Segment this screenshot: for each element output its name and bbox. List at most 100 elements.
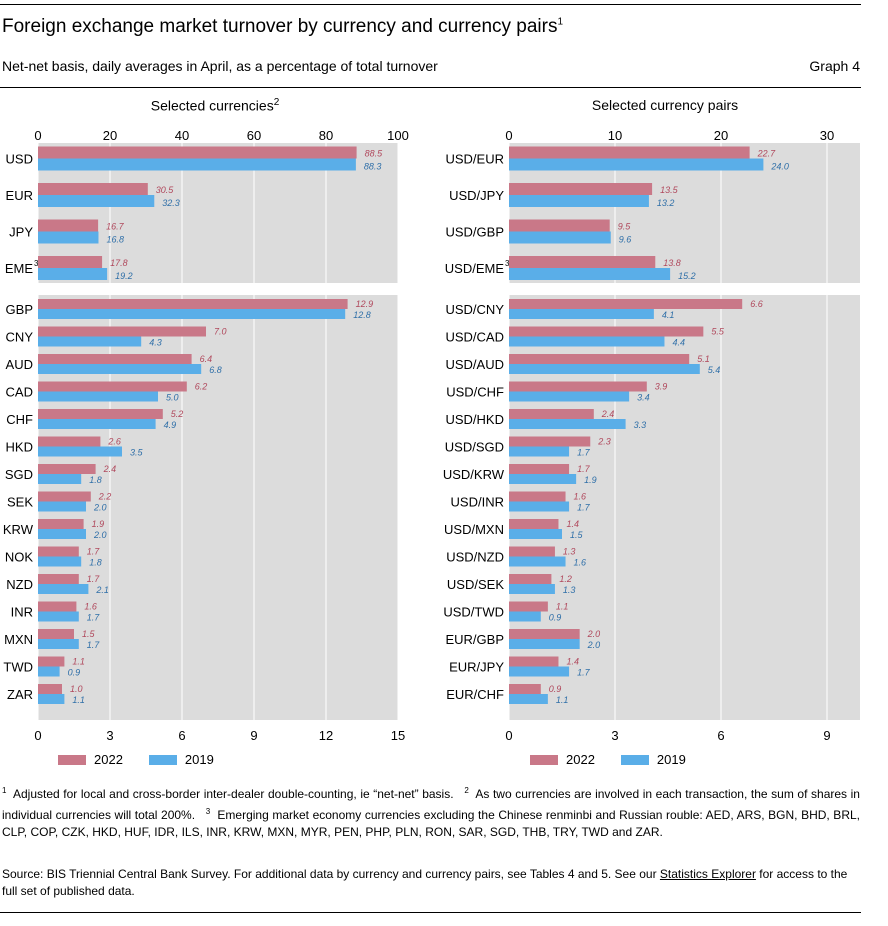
ccy-bar-2019 (38, 474, 82, 484)
pair-upper-tick-label: 30 (820, 128, 834, 143)
source-text-end: for access to the full set of published … (2, 867, 848, 898)
ccy-bar-2022 (38, 219, 99, 232)
ccy-category-label: AUD (6, 357, 33, 372)
pair-category-label: USD/CNY (445, 302, 504, 317)
pair-category-label: USD/SEK (447, 577, 504, 592)
pair-value-label-2019: 1.6 (574, 558, 587, 568)
pair-value-label-2022: 2.3 (597, 437, 611, 447)
ccy-value-label-2022: 16.7 (106, 222, 125, 232)
source-text: Source: BIS Triennial Central Bank Surve… (2, 867, 657, 881)
ccy-value-label-2022: 88.5 (365, 149, 384, 159)
ccy-upper-tick-label: 100 (387, 128, 409, 143)
ccy-bar-2019 (38, 529, 86, 539)
ccy-bar-2022 (38, 684, 62, 694)
pair-bar-2022 (509, 519, 559, 529)
pair-value-label-2019: 1.7 (577, 503, 591, 513)
pair-category-label: USD/CAD (445, 330, 504, 345)
top-rule (0, 4, 861, 5)
pair-bar-2019 (509, 364, 700, 374)
ccy-bar-2022 (38, 146, 357, 159)
pair-category-label: USD/AUD (445, 357, 504, 372)
ccy-category-label: TWD (3, 660, 33, 675)
ccy-value-label-2019: 19.2 (115, 271, 133, 281)
pair-value-label-2019: 2.0 (587, 640, 601, 650)
ccy-bar-2022 (38, 519, 84, 529)
ccy-bar-2022 (38, 464, 96, 474)
ccy-bar-2022 (38, 546, 79, 557)
ccy-bar-2022 (38, 409, 163, 419)
source-note: Source: BIS Triennial Central Bank Surve… (2, 866, 860, 900)
ccy-value-label-2019: 2.1 (95, 585, 109, 595)
ccy-value-label-2019: 4.3 (149, 338, 162, 348)
pair-value-label-2022: 9.5 (618, 222, 632, 232)
ccy-bar-2019 (38, 391, 158, 402)
footnote-1: Adjusted for local and cross-border inte… (12, 787, 454, 801)
pair-bar-2022 (509, 656, 559, 667)
pair-lower-tick-label: 3 (611, 728, 618, 743)
pair-value-label-2019: 1.7 (577, 668, 591, 678)
pair-category-label: EUR/JPY (449, 660, 504, 675)
ccy-bar-2019 (38, 611, 79, 622)
pair-bar-2022 (509, 684, 541, 694)
legend-label-2022: 2022 (566, 752, 595, 767)
pair-bar-2022 (509, 256, 656, 268)
pair-lower-tick-label: 0 (505, 728, 512, 743)
pair-bar-2019 (509, 309, 654, 319)
ccy-value-label-2019: 6.8 (209, 365, 222, 375)
legend-label-2019: 2019 (184, 752, 214, 767)
ccy-bar-2019 (38, 419, 156, 429)
pair-category-label: USD/CHF (446, 385, 504, 400)
pair-value-label-2022: 13.8 (663, 258, 681, 268)
ccy-bar-2022 (38, 601, 77, 612)
ccy-bar-2019 (38, 666, 60, 677)
pair-bar-2019 (509, 336, 665, 347)
ccy-value-label-2022: 1.5 (82, 629, 96, 639)
ccy-bar-2019 (38, 195, 155, 207)
ccy-bar-2019 (38, 158, 356, 171)
ccy-bar-2022 (38, 381, 187, 392)
pair-category-label: EUR/GBP (445, 632, 504, 647)
pair-value-label-2019: 1.5 (570, 530, 584, 540)
ccy-category-label: EUR (6, 188, 33, 203)
ccy-value-label-2019: 4.9 (164, 420, 177, 430)
pair-value-label-2019: 3.4 (637, 393, 650, 403)
legend-swatch-2019 (620, 754, 649, 765)
pair-value-label-2022: 3.9 (655, 382, 668, 392)
pair-value-label-2019: 0.9 (549, 613, 562, 623)
ccy-bar-2019 (38, 556, 82, 567)
header-rule (0, 87, 861, 88)
ccy-category-label: JPY (9, 225, 33, 240)
pair-bar-2019 (509, 231, 611, 244)
right-panel-title: Selected currency pairs (591, 97, 739, 113)
pair-value-label-2022: 1.3 (563, 547, 576, 557)
pair-value-label-2022: 2.4 (601, 409, 615, 419)
ccy-upper-tick-label: 40 (175, 128, 189, 143)
ccy-bar-2022 (38, 256, 103, 268)
ccy-value-label-2019: 0.9 (68, 668, 81, 678)
ccy-category-label: USD (6, 152, 33, 167)
pair-bar-2022 (509, 183, 653, 195)
ccy-value-label-2019: 1.7 (87, 640, 101, 650)
ccy-bar-2022 (38, 629, 74, 639)
pair-category-label: USD/GBP (445, 225, 504, 240)
footnotes: 1 Adjusted for local and cross-border in… (2, 786, 860, 839)
ccy-bar-2019 (38, 446, 122, 457)
pair-value-label-2019: 15.2 (678, 271, 696, 281)
pair-category-label: USD/JPY (449, 188, 504, 203)
pair-value-label-2022: 1.1 (556, 602, 569, 612)
pair-bar-2019 (509, 419, 626, 429)
pair-value-label-2019: 1.7 (577, 448, 591, 458)
ccy-bar-2022 (38, 354, 192, 364)
ccy-value-label-2019: 1.1 (72, 695, 85, 705)
pair-value-label-2022: 6.6 (750, 299, 763, 309)
pair-category-label: USD/NZD (446, 550, 504, 565)
ccy-upper-tick-label: 60 (247, 128, 261, 143)
pair-bar-2022 (509, 326, 704, 337)
statistics-explorer-link[interactable]: Statistics Explorer (659, 867, 756, 881)
pair-bar-2022 (509, 219, 610, 232)
pair-value-label-2022: 1.7 (577, 464, 591, 474)
pair-value-label-2022: 22.7 (757, 149, 777, 159)
ccy-value-label-2022: 2.4 (103, 464, 117, 474)
ccy-value-label-2019: 5.0 (166, 393, 179, 403)
ccy-category-label: INR (11, 605, 33, 620)
